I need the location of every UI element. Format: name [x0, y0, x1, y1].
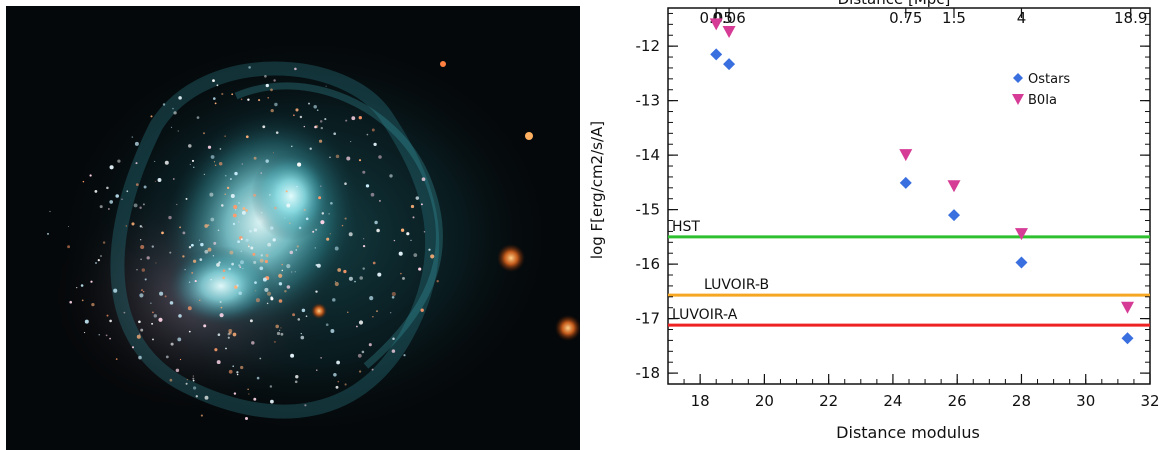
x-tick-label: 18 — [691, 392, 710, 410]
y-axis-label: log F[erg/cm2/s/A] — [588, 121, 606, 259]
galaxy-stars — [46, 66, 439, 421]
point-b0ia-2 — [899, 149, 913, 162]
y-tick-label: -13 — [636, 92, 661, 110]
limit-label-0: HST — [672, 219, 700, 235]
galaxy-image — [6, 6, 580, 450]
x-tick-label: 20 — [755, 392, 774, 410]
top-tick-label: 18.9 — [1114, 9, 1147, 27]
x-tick-label: 26 — [948, 392, 967, 410]
legend-marker-1 — [1012, 94, 1024, 105]
y-tick-label: -18 — [636, 364, 661, 382]
x-tick-label: 32 — [1140, 392, 1159, 410]
point-ostars-4 — [1015, 256, 1028, 269]
point-b0ia-1 — [722, 25, 736, 38]
top-tick-label: 0.75 — [889, 9, 922, 27]
top-tick-label: 0.05 — [699, 9, 732, 27]
top-tick-label: 4 — [1017, 9, 1027, 27]
point-ostars-3 — [947, 209, 960, 222]
chart: Distance [Mpc] Distance modulus log F[er… — [588, 0, 1160, 442]
y-tick-label: -17 — [636, 310, 661, 328]
point-b0ia-5 — [1121, 301, 1135, 314]
point-ostars-2 — [899, 176, 912, 189]
y-tick-label: -16 — [636, 255, 661, 273]
top-tick-label: 0.06 — [712, 9, 745, 27]
y-tick-label: -12 — [636, 37, 661, 55]
legend-marker-0 — [1013, 73, 1023, 83]
point-ostars-1 — [723, 58, 736, 71]
point-b0ia-3 — [947, 180, 961, 193]
limit-label-2: LUVOIR-A — [672, 307, 738, 323]
point-b0ia-0 — [709, 18, 723, 31]
y-tick-label: -14 — [636, 146, 661, 164]
top-tick-label: 1.5 — [942, 9, 966, 27]
x-tick-label: 24 — [883, 392, 902, 410]
x-tick-label: 30 — [1076, 392, 1095, 410]
limit-label-1: LUVOIR-B — [704, 277, 769, 293]
point-ostars-5 — [1121, 332, 1134, 345]
y-tick-label: -15 — [636, 201, 661, 219]
point-ostars-0 — [710, 48, 723, 61]
x-axis-label: Distance modulus — [836, 423, 980, 442]
legend-label-0: Ostars — [1028, 72, 1070, 87]
top-axis-label: Distance [Mpc] — [838, 0, 951, 8]
x-tick-label: 28 — [1012, 392, 1031, 410]
point-b0ia-4 — [1014, 228, 1028, 241]
x-tick-label: 22 — [819, 392, 838, 410]
plot-frame — [667, 7, 1151, 385]
legend-label-1: B0Ia — [1028, 93, 1057, 108]
